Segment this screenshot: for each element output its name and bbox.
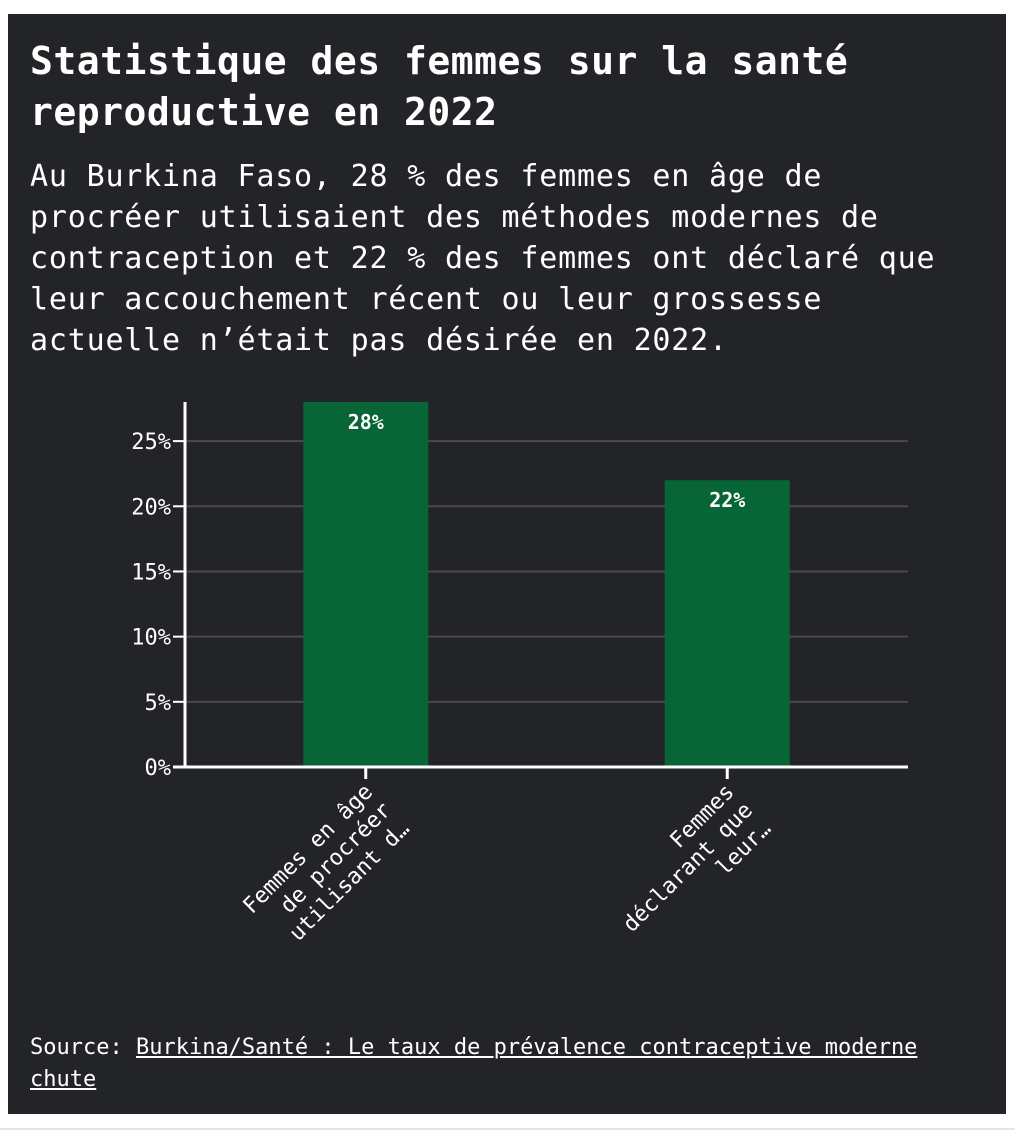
bar: [664, 480, 790, 767]
y-tick-label: 0%: [145, 756, 172, 781]
page-divider: [0, 1128, 1015, 1130]
data-label: 22%: [709, 488, 745, 512]
data-label: 28%: [348, 410, 384, 434]
y-tick-label: 10%: [131, 626, 171, 651]
y-tick-label: 15%: [131, 560, 171, 585]
bar: [303, 402, 429, 767]
chart-card: Statistique des femmes sur la santé repr…: [8, 14, 1006, 1114]
y-tick-label: 25%: [131, 430, 171, 455]
chart-subtitle: Au Burkina Faso, 28 % des femmes en âge …: [30, 159, 936, 358]
chart-title: Statistique des femmes sur la santé repr…: [30, 39, 849, 134]
y-tick-label: 20%: [131, 495, 171, 520]
source-prefix: Source:: [30, 1035, 136, 1060]
source-note: Source: Burkina/Santé : Le taux de préva…: [30, 1032, 980, 1096]
y-tick-label: 5%: [145, 691, 172, 716]
source-link[interactable]: Burkina/Santé : Le taux de prévalence co…: [30, 1035, 918, 1092]
